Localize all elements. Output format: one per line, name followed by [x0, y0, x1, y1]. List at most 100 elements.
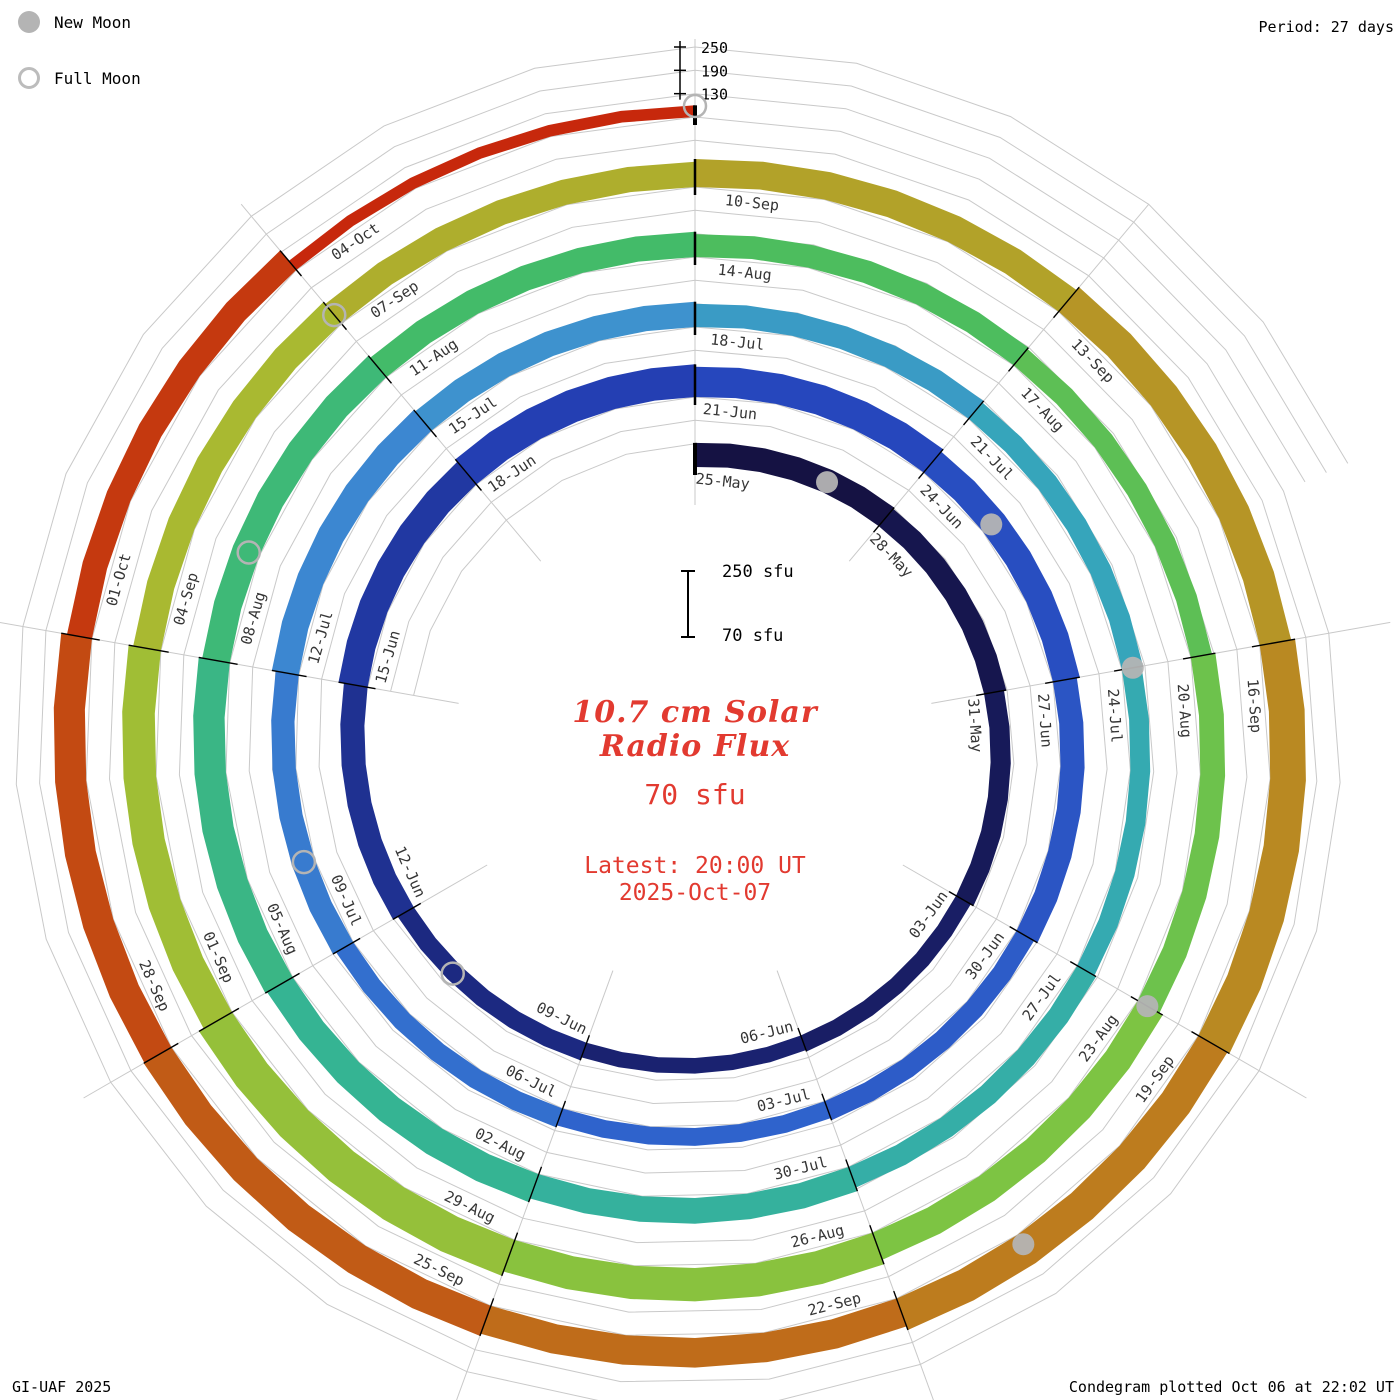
- full-moon-marker-07-Sep: [322, 302, 347, 328]
- new-moon-marker-24-Jul: [1121, 656, 1144, 679]
- segment-tick: [61, 632, 100, 641]
- segment-tick: [1191, 1031, 1230, 1055]
- new-moon-marker-23-Aug: [1136, 995, 1159, 1018]
- period-label: Period: 27 days: [1258, 18, 1394, 36]
- flux-segment-21-Jun: [695, 366, 944, 473]
- full-moon-label: Full Moon: [54, 68, 141, 88]
- full-moon-marker-07-Oct: [682, 93, 708, 119]
- segment-tick: [367, 355, 392, 384]
- flux-segment-05-Aug: [193, 657, 293, 994]
- flux-scale-bar: [681, 570, 695, 638]
- current-flux-value: 70 sfu: [644, 778, 746, 811]
- scale-bar-line: [687, 572, 689, 636]
- flux-segment-15-Jul: [415, 301, 695, 431]
- segment-tick: [392, 902, 422, 920]
- flux-segment-18-Jul: [695, 303, 984, 419]
- flux-segment-25-Sep: [143, 1047, 491, 1336]
- segment-tick: [869, 1225, 885, 1265]
- segment-tick: [454, 458, 482, 491]
- scale-max-label: 250 sfu: [722, 562, 794, 582]
- new-moon-icon: [18, 11, 40, 33]
- segment-tick: [413, 409, 437, 438]
- flux-segment-16-Sep: [1198, 639, 1306, 1054]
- flux-segment-11-Aug: [370, 231, 695, 378]
- flux-segment-30-Jun: [824, 930, 1035, 1121]
- chart-title-line2: Radio Flux: [599, 729, 791, 764]
- flux-tick-label: 250: [701, 39, 728, 57]
- segment-tick: [1069, 961, 1097, 978]
- segment-tick: [128, 644, 169, 653]
- flux-segment-17-Aug: [1013, 348, 1212, 658]
- date-label-24-Jul: 24-Jul: [1104, 688, 1126, 743]
- radial-gridline: [848, 203, 1150, 562]
- segment-tick: [893, 1290, 909, 1331]
- flux-segment-01-Oct: [67, 250, 297, 639]
- flux-segment-24-Jun: [923, 451, 1080, 682]
- segment-tick: [479, 1298, 495, 1337]
- moon-legend: New Moon Full Moon: [18, 10, 141, 122]
- legend-new-moon-row: New Moon: [18, 10, 141, 34]
- segment-tick: [143, 1042, 179, 1064]
- new-moon-label: New Moon: [54, 12, 132, 32]
- flux-segment-30-Jul: [530, 1167, 858, 1224]
- new-moon-marker-25-Jun: [980, 513, 1003, 536]
- flux-segment-22-Sep: [480, 1298, 907, 1368]
- flux-tick-label: 190: [701, 62, 728, 80]
- segment-tick: [332, 937, 361, 955]
- date-label-27-Jun: 27-Jun: [1034, 693, 1056, 748]
- flux-segment-10-Sep: [695, 159, 1077, 312]
- new-moon-marker-21-Sep: [1012, 1233, 1035, 1256]
- flux-segment-20-Aug: [1137, 653, 1226, 1014]
- full-moon-icon: [18, 67, 40, 89]
- scale-bar-bottom-cap: [681, 636, 695, 638]
- center-text-block: 10.7 cm Solar Radio Flux 70 sfu Latest: …: [395, 696, 995, 907]
- segment-tick: [279, 250, 303, 277]
- segment-tick: [271, 669, 307, 678]
- flux-segment-07-Sep: [325, 161, 695, 324]
- flux-segment-23-Aug: [872, 1000, 1163, 1260]
- legend-full-moon-row: Full Moon: [18, 66, 141, 90]
- segment-tick: [976, 689, 1007, 697]
- segment-tick: [948, 891, 974, 907]
- full-moon-marker-09-Aug: [236, 540, 261, 565]
- segment-tick: [579, 1035, 591, 1061]
- scale-min-label: 70 sfu: [722, 626, 784, 646]
- flux-segment-03-Jun: [800, 895, 971, 1052]
- scale-bar-top-cap: [681, 570, 695, 572]
- flux-segment-14-Aug: [695, 234, 1029, 366]
- flux-segment-03-Jul: [556, 1101, 831, 1146]
- segment-tick: [264, 972, 300, 994]
- segment-tick: [1009, 926, 1038, 944]
- full-moon-marker-11-Jun: [440, 961, 465, 986]
- flux-segment-28-May: [878, 508, 1007, 694]
- segment-tick: [873, 507, 895, 533]
- flux-segment-18-Jun: [455, 364, 695, 485]
- flux-segment-08-Aug: [202, 355, 387, 663]
- date-label-10-Sep: 10-Sep: [724, 191, 780, 215]
- flux-segment-09-Jul: [271, 671, 354, 954]
- flux-segment-01-Sep: [122, 645, 232, 1029]
- flux-segment-25-May: [695, 442, 895, 527]
- flux-segment-12-Jul: [271, 409, 432, 676]
- latest-time-label: Latest: 20:00 UT: [584, 853, 806, 879]
- flux-segment-06-Jul: [336, 942, 563, 1128]
- segment-tick: [918, 448, 944, 480]
- flux-gridline-190: [39, 69, 1327, 1383]
- full-moon-marker-10-Jul: [291, 849, 317, 875]
- segment-tick: [338, 681, 376, 690]
- flux-segment-27-Jun: [1016, 677, 1085, 943]
- segment-tick: [1182, 652, 1216, 660]
- latest-date-label: 2025-Oct-07: [618, 880, 772, 906]
- flux-segment-19-Sep: [896, 1035, 1228, 1330]
- segment-tick: [845, 1159, 859, 1192]
- flux-segment-31-May: [956, 690, 1011, 906]
- flux-segment-02-Aug: [267, 977, 539, 1203]
- flux-segment-15-Jun: [338, 461, 477, 688]
- flux-tick-label: 130: [701, 86, 728, 104]
- flux-segment-04-Sep: [133, 302, 342, 651]
- date-label-20-Aug: 20-Aug: [1174, 683, 1196, 738]
- radial-gridline: [931, 621, 1391, 704]
- date-label-31-May: 31-May: [964, 698, 986, 753]
